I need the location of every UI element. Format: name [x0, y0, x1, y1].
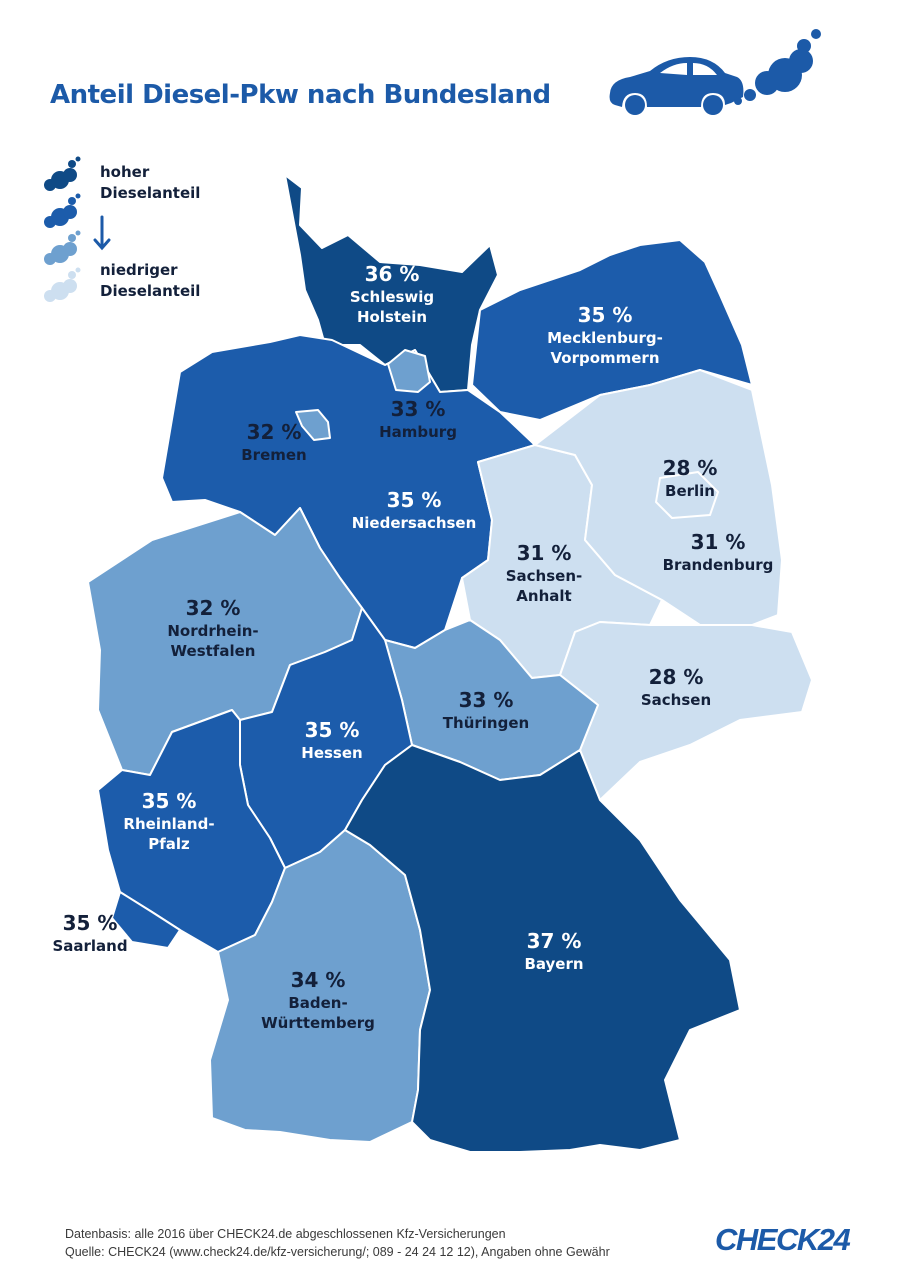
state-percent: 35 %: [62, 911, 118, 935]
state-name: Hessen: [301, 744, 363, 762]
exhaust-cloud-icon: [44, 156, 81, 191]
state-area-saarland: [111, 891, 181, 949]
legend-high-line: Dieselanteil: [100, 184, 201, 202]
state-area-bremen: [295, 409, 331, 441]
state-label-baden-wuerttemberg: 34 % Baden- Württemberg: [261, 968, 375, 1033]
legend-low-line: niedriger: [100, 261, 178, 279]
state-percent: 33 %: [458, 688, 514, 712]
page-title: Anteil Diesel-Pkw nach Bundesland: [50, 80, 551, 110]
state-area-sachsen: [559, 621, 813, 801]
exhaust-cloud-icon: [44, 267, 81, 302]
state-label-mecklenburg-vorpommern: 35 % Mecklenburg- Vorpommern: [547, 303, 663, 368]
state-percent: 28 %: [648, 665, 704, 689]
state-label-sachsen-anhalt: 31 % Sachsen- Anhalt: [506, 541, 583, 606]
state-label-sachsen: 28 % Sachsen: [641, 665, 711, 710]
state-name: Berlin: [665, 482, 715, 500]
state-percent: 32 %: [246, 420, 302, 444]
state-percent: 28 %: [662, 456, 718, 480]
car-exhaust-illustration: [609, 29, 821, 115]
state-area-bayern: [344, 744, 741, 1153]
state-name: Bremen: [241, 446, 307, 464]
state-percent: 35 %: [141, 789, 197, 813]
state-percent: 37 %: [526, 929, 582, 953]
state-percent: 32 %: [185, 596, 241, 620]
state-label-rheinland-pfalz: 35 % Rheinland- Pfalz: [123, 789, 214, 854]
state-name: Brandenburg: [662, 556, 774, 574]
state-name: Rheinland- Pfalz: [123, 815, 215, 853]
legend: [44, 156, 111, 302]
state-label-berlin: 28 % Berlin: [663, 456, 718, 501]
state-name: Hamburg: [379, 423, 457, 441]
arrow-down-icon: [93, 215, 111, 251]
state-name: Niedersachsen: [351, 514, 477, 532]
footer-source: Datenbasis: alle 2016 über CHECK24.de ab…: [65, 1225, 610, 1261]
state-percent: 31 %: [516, 541, 572, 565]
footer-database-line: Datenbasis: alle 2016 über CHECK24.de ab…: [65, 1227, 506, 1241]
state-percent: 35 %: [577, 303, 633, 327]
state-label-bremen: 32 % Bremen: [241, 420, 307, 465]
state-label-thueringen: 33 % Thüringen: [443, 688, 529, 733]
legend-low-line: Dieselanteil: [100, 282, 201, 300]
exhaust-cloud-icon: [44, 193, 81, 228]
footer-source-line: Quelle: CHECK24 (www.check24.de/kfz-vers…: [65, 1245, 610, 1259]
legend-low-label: niedriger Dieselanteil: [100, 260, 200, 302]
state-label-saarland: 35 % Saarland: [52, 911, 127, 956]
state-label-nordrhein-westfalen: 32 % Nordrhein- Westfalen: [167, 596, 258, 661]
state-percent: 31 %: [690, 530, 746, 554]
state-percent: 35 %: [386, 488, 442, 512]
state-percent: 35 %: [304, 718, 360, 742]
state-name: Bayern: [524, 955, 584, 973]
state-label-niedersachsen: 35 % Niedersachsen: [352, 488, 477, 533]
state-area-hamburg: [387, 349, 431, 393]
state-name: Thüringen: [442, 714, 530, 732]
state-name: Mecklenburg- Vorpommern: [547, 329, 663, 367]
state-label-bayern: 37 % Bayern: [524, 929, 583, 974]
state-name: Saarland: [52, 937, 128, 955]
legend-high-line: hoher: [100, 163, 150, 181]
state-percent: 36 %: [364, 262, 420, 286]
state-name: Schleswig Holstein: [349, 288, 435, 326]
state-name: Sachsen- Anhalt: [505, 567, 583, 605]
check24-logo[interactable]: CHECK24: [715, 1222, 851, 1257]
state-percent: 34 %: [290, 968, 346, 992]
state-label-schleswig-holstein: 36 % Schleswig Holstein: [350, 262, 434, 327]
legend-high-label: hoher Dieselanteil: [100, 162, 200, 204]
state-area-berlin: [655, 471, 719, 519]
state-label-hamburg: 33 % Hamburg: [379, 397, 457, 442]
state-name: Baden- Württemberg: [261, 994, 375, 1032]
state-label-hessen: 35 % Hessen: [301, 718, 362, 763]
state-label-brandenburg: 31 % Brandenburg: [663, 530, 774, 575]
exhaust-cloud-icon: [44, 230, 81, 265]
state-area-schleswig-holstein: [284, 174, 499, 393]
state-percent: 33 %: [390, 397, 446, 421]
state-name: Nordrhein- Westfalen: [167, 622, 259, 660]
car-icon: [609, 57, 744, 115]
exhaust-cloud-icon: [734, 29, 821, 105]
state-name: Sachsen: [640, 691, 712, 709]
